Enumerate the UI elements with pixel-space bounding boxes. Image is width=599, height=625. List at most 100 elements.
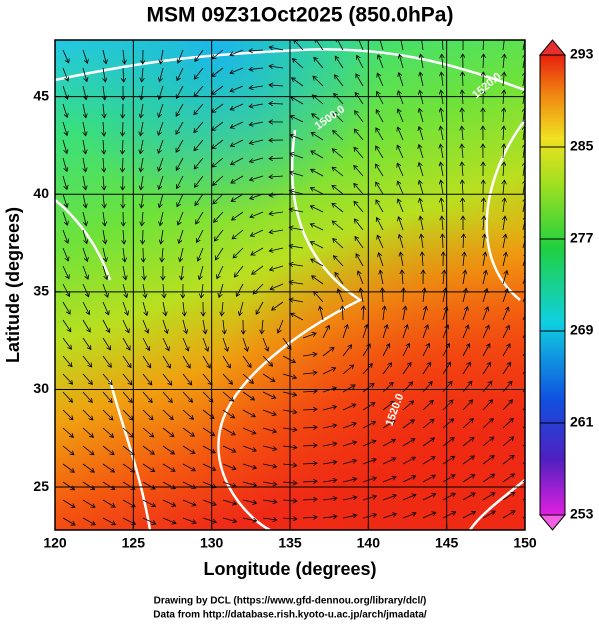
wind-arrow <box>215 247 224 260</box>
wind-arrow <box>142 337 150 350</box>
wind-arrow <box>160 67 164 82</box>
wind-arrow <box>376 146 384 159</box>
footer-line: Data from http://database.rish.kyoto-u.a… <box>153 610 427 621</box>
wind-arrow <box>122 337 130 350</box>
wind-arrow <box>362 325 367 339</box>
wind-arrow <box>242 427 256 434</box>
wind-arrow <box>213 193 224 204</box>
wind-arrow <box>362 459 376 465</box>
wind-arrow <box>320 306 324 321</box>
wind-arrow <box>269 85 284 86</box>
wind-arrow <box>503 198 505 213</box>
wind-arrow <box>333 131 344 141</box>
wind-arrow <box>212 67 224 77</box>
wind-arrow <box>333 112 344 123</box>
wind-arrow <box>122 265 126 280</box>
wind-arrow <box>441 108 443 123</box>
contour <box>485 119 525 301</box>
x-axis-label: Longitude (degrees) <box>203 559 376 579</box>
wind-arrow <box>422 382 432 393</box>
wind-arrow <box>400 252 403 267</box>
wind-arrow <box>462 381 472 393</box>
wind-arrow <box>312 114 324 123</box>
wind-arrow <box>230 121 244 128</box>
wind-arrow <box>82 67 87 82</box>
wind-arrow <box>232 211 244 220</box>
wind-arrow <box>503 108 504 123</box>
wind-arrow <box>502 492 515 501</box>
wind-arrow <box>82 391 92 402</box>
wind-arrow <box>362 441 376 447</box>
wind-arrow <box>503 144 504 159</box>
wind-arrow <box>219 283 224 297</box>
wind-arrow <box>358 271 364 285</box>
wind-arrow <box>463 234 464 249</box>
wind-arrow <box>462 456 474 465</box>
wind-arrow <box>314 292 324 303</box>
wind-arrow <box>334 94 344 105</box>
wind-arrow <box>122 463 135 472</box>
wind-arrow <box>402 325 408 339</box>
colorbar-extend-low <box>538 514 567 531</box>
wind-arrow <box>322 480 337 482</box>
wind-arrow <box>62 301 70 314</box>
x-tick-label: 130 <box>200 535 224 551</box>
wind-arrow <box>176 103 184 116</box>
wind-arrow <box>249 121 264 125</box>
wind-arrow <box>82 517 95 525</box>
wind-arrow <box>269 103 284 104</box>
wind-arrow <box>222 481 236 487</box>
wind-arrow <box>342 479 357 483</box>
wind-arrow <box>212 85 224 94</box>
wind-arrow <box>311 242 324 249</box>
wind-arrow <box>140 139 143 154</box>
wind-arrow <box>377 92 384 105</box>
wind-arrow <box>422 512 436 519</box>
wind-arrow <box>142 211 143 226</box>
wind-arrow <box>122 157 123 172</box>
wind-arrow <box>302 517 317 518</box>
wind-arrow <box>269 66 284 68</box>
wind-arrow <box>482 270 486 285</box>
wind-arrow <box>356 74 364 87</box>
wind-arrow <box>143 229 144 244</box>
wind-arrow <box>419 145 424 159</box>
wind-arrow <box>122 391 132 403</box>
wind-arrow <box>222 499 236 504</box>
wind-arrow <box>342 365 354 375</box>
wind-arrow <box>140 121 143 136</box>
wind-arrow <box>178 49 184 63</box>
wind-arrow <box>420 198 424 213</box>
wind-arrow <box>422 494 436 501</box>
wind-arrow <box>182 337 189 351</box>
wind-arrow <box>201 283 203 298</box>
wind-arrow <box>159 175 164 189</box>
wind-arrow <box>342 306 343 321</box>
wind-arrow <box>442 438 454 447</box>
wind-arrow <box>194 157 204 169</box>
wind-arrow <box>194 139 204 151</box>
wind-arrow <box>122 301 128 315</box>
wind-arrow <box>62 427 73 437</box>
wind-arrow <box>311 151 324 159</box>
wind-arrow <box>62 337 71 349</box>
wind-arrow <box>142 409 153 420</box>
wind-arrow <box>62 229 68 243</box>
colorbar-tick-label: 293 <box>570 46 594 62</box>
wind-arrow <box>176 139 184 152</box>
wind-arrow <box>122 121 123 136</box>
wind-arrow <box>293 59 304 69</box>
wind-arrow <box>202 481 216 487</box>
wind-arrow <box>462 362 471 375</box>
wind-arrow <box>122 373 132 385</box>
wind-arrow <box>122 319 129 333</box>
wind-arrow <box>222 445 236 452</box>
wind-arrow <box>342 423 356 429</box>
wind-arrow <box>122 283 127 298</box>
wind-arrows <box>62 40 525 525</box>
wind-arrow <box>402 344 409 357</box>
wind-arrow <box>236 283 244 296</box>
wind-arrow <box>354 129 364 141</box>
wind-arrow <box>422 344 429 357</box>
wind-arrow <box>103 121 104 136</box>
